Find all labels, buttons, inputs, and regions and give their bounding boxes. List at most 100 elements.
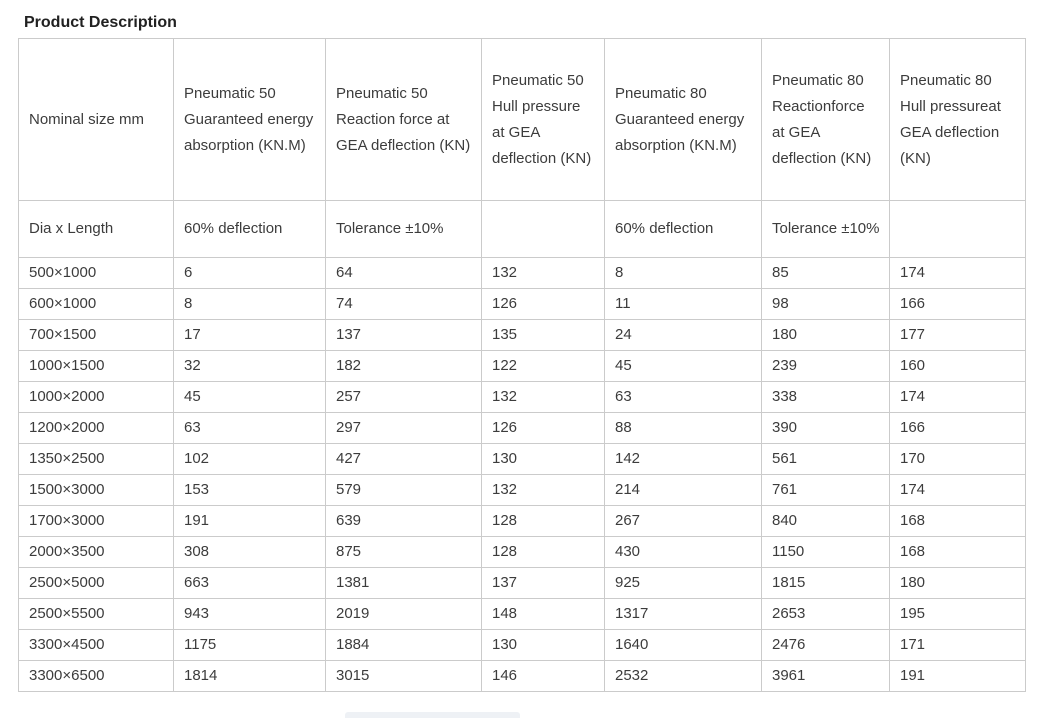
value-cell: 102 <box>173 443 326 475</box>
value-cell: 1815 <box>761 567 890 599</box>
value-cell: 177 <box>889 319 1026 351</box>
value-cell: 132 <box>481 381 605 413</box>
value-cell: 171 <box>889 629 1026 661</box>
row-size-cell: 3300×6500 <box>18 660 174 692</box>
value-cell: 191 <box>889 660 1026 692</box>
row-size-cell: 1000×1500 <box>18 350 174 382</box>
value-cell: 191 <box>173 505 326 537</box>
value-cell: 663 <box>173 567 326 599</box>
row-size-cell: 1700×3000 <box>18 505 174 537</box>
row-size-cell: 500×1000 <box>18 257 174 289</box>
table-header-row: Nominal size mm Pneumatic 50 Guaranteed … <box>18 38 1026 201</box>
value-cell: 182 <box>325 350 482 382</box>
value-cell: 1317 <box>604 598 762 630</box>
value-cell: 24 <box>604 319 762 351</box>
value-cell: 126 <box>481 412 605 444</box>
value-cell: 1381 <box>325 567 482 599</box>
page-title: Product Description <box>24 14 177 31</box>
value-cell: 132 <box>481 257 605 289</box>
table-body: 500×1000 6 64 132 8 85 174 600×1000 8 74 126 11 98 16… <box>18 257 1026 692</box>
value-cell: 146 <box>481 660 605 692</box>
value-cell: 427 <box>325 443 482 475</box>
table-subheader-row: Dia x Length 60% deflection Tolerance ±1… <box>18 200 1026 258</box>
value-cell: 137 <box>481 567 605 599</box>
value-cell: 128 <box>481 536 605 568</box>
value-cell: 63 <box>604 381 762 413</box>
product-description-section: Product Description Nominal size mm Pneu… <box>0 13 1043 718</box>
col-header-p50-energy-absorption: Pneumatic 50 Guaranteed energy absorptio… <box>173 38 326 201</box>
table-row: 600×1000 8 74 126 11 98 166 <box>18 288 1026 320</box>
row-size-cell: 2000×3500 <box>18 536 174 568</box>
value-cell: 390 <box>761 412 890 444</box>
row-size-cell: 1500×3000 <box>18 474 174 506</box>
value-cell: 160 <box>889 350 1026 382</box>
value-cell: 639 <box>325 505 482 537</box>
row-size-cell: 1200×2000 <box>18 412 174 444</box>
col-header-p80-energy-absorption: Pneumatic 80 Guaranteed energy absorptio… <box>604 38 762 201</box>
value-cell: 1884 <box>325 629 482 661</box>
product-spec-table: Nominal size mm Pneumatic 50 Guaranteed … <box>18 38 1026 692</box>
table-row: 3300×4500 1175 1884 130 1640 2476 171 <box>18 629 1026 661</box>
table-row: 1500×3000 153 579 132 214 761 174 <box>18 474 1026 506</box>
row-size-cell: 600×1000 <box>18 288 174 320</box>
value-cell: 297 <box>325 412 482 444</box>
value-cell: 130 <box>481 629 605 661</box>
value-cell: 308 <box>173 536 326 568</box>
row-size-cell: 3300×4500 <box>18 629 174 661</box>
col-header-nominal-size: Nominal size mm <box>18 38 174 201</box>
subheader-p50-tolerance: Tolerance ±10% <box>325 200 482 258</box>
value-cell: 180 <box>889 567 1026 599</box>
value-cell: 45 <box>173 381 326 413</box>
value-cell: 142 <box>604 443 762 475</box>
partially-visible-element <box>345 712 520 718</box>
value-cell: 137 <box>325 319 482 351</box>
table-row: 2500×5500 943 2019 148 1317 2653 195 <box>18 598 1026 630</box>
table-row: 3300×6500 1814 3015 146 2532 3961 191 <box>18 660 1026 692</box>
value-cell: 195 <box>889 598 1026 630</box>
value-cell: 64 <box>325 257 482 289</box>
subheader-p80-deflection: 60% deflection <box>604 200 762 258</box>
value-cell: 3961 <box>761 660 890 692</box>
value-cell: 3015 <box>325 660 482 692</box>
value-cell: 168 <box>889 505 1026 537</box>
value-cell: 11 <box>604 288 762 320</box>
value-cell: 257 <box>325 381 482 413</box>
subheader-dia-x-length: Dia x Length <box>18 200 174 258</box>
table-row: 1350×2500 102 427 130 142 561 170 <box>18 443 1026 475</box>
value-cell: 214 <box>604 474 762 506</box>
col-header-p50-hull-pressure: Pneumatic 50 Hull pressure at GEA deflec… <box>481 38 605 201</box>
row-size-cell: 2500×5000 <box>18 567 174 599</box>
value-cell: 2019 <box>325 598 482 630</box>
value-cell: 166 <box>889 288 1026 320</box>
value-cell: 579 <box>325 474 482 506</box>
value-cell: 1175 <box>173 629 326 661</box>
value-cell: 338 <box>761 381 890 413</box>
value-cell: 166 <box>889 412 1026 444</box>
table-row: 2000×3500 308 875 128 430 1150 168 <box>18 536 1026 568</box>
value-cell: 88 <box>604 412 762 444</box>
value-cell: 174 <box>889 257 1026 289</box>
value-cell: 1640 <box>604 629 762 661</box>
value-cell: 45 <box>604 350 762 382</box>
subheader-p50-deflection: 60% deflection <box>173 200 326 258</box>
value-cell: 8 <box>173 288 326 320</box>
value-cell: 239 <box>761 350 890 382</box>
table-row: 700×1500 17 137 135 24 180 177 <box>18 319 1026 351</box>
value-cell: 174 <box>889 474 1026 506</box>
subheader-empty-1 <box>481 200 605 258</box>
value-cell: 875 <box>325 536 482 568</box>
value-cell: 8 <box>604 257 762 289</box>
table-row: 1000×2000 45 257 132 63 338 174 <box>18 381 1026 413</box>
value-cell: 63 <box>173 412 326 444</box>
value-cell: 180 <box>761 319 890 351</box>
value-cell: 130 <box>481 443 605 475</box>
table-row: 2500×5000 663 1381 137 925 1815 180 <box>18 567 1026 599</box>
value-cell: 128 <box>481 505 605 537</box>
value-cell: 122 <box>481 350 605 382</box>
value-cell: 170 <box>889 443 1026 475</box>
value-cell: 153 <box>173 474 326 506</box>
value-cell: 17 <box>173 319 326 351</box>
value-cell: 761 <box>761 474 890 506</box>
value-cell: 98 <box>761 288 890 320</box>
value-cell: 32 <box>173 350 326 382</box>
